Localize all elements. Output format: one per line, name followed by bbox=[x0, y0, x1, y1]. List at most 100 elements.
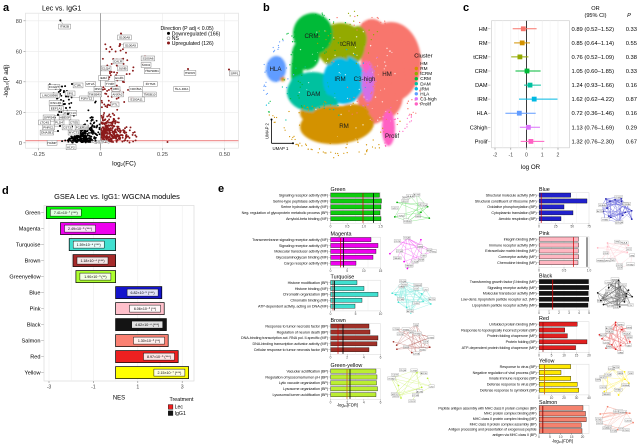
svg-text:0: 0 bbox=[99, 152, 102, 158]
svg-text:Innate immune response (BP): Innate immune response (BP) bbox=[489, 377, 538, 381]
svg-text:HLA-A: HLA-A bbox=[599, 204, 606, 207]
svg-text:HSPA5: HSPA5 bbox=[185, 71, 195, 75]
svg-text:UBC: UBC bbox=[113, 87, 120, 91]
svg-text:HLA: HLA bbox=[477, 111, 488, 117]
svg-text:GRN: GRN bbox=[606, 347, 611, 349]
svg-text:50: 50 bbox=[571, 225, 575, 229]
svg-text:0: 0 bbox=[330, 356, 332, 360]
svg-text:TYMP: TYMP bbox=[106, 82, 115, 86]
svg-text:ITGB2: ITGB2 bbox=[615, 390, 622, 392]
svg-text:SPP1: SPP1 bbox=[604, 260, 610, 262]
svg-text:C3-high: C3-high bbox=[354, 76, 376, 83]
svg-text:tCRM: tCRM bbox=[420, 71, 432, 76]
svg-text:FTH1: FTH1 bbox=[609, 260, 615, 262]
svg-text:MT2A: MT2A bbox=[86, 82, 95, 86]
svg-text:CRM: CRM bbox=[304, 33, 318, 40]
svg-text:VIM: VIM bbox=[615, 242, 619, 244]
svg-text:-3: -3 bbox=[47, 385, 52, 391]
svg-text:LYZ: LYZ bbox=[414, 289, 419, 291]
svg-text:Amyloid-beta binding (MF): Amyloid-beta binding (MF) bbox=[286, 217, 329, 221]
svg-text:Yellow: Yellow bbox=[539, 359, 554, 365]
svg-text:CD9: CD9 bbox=[614, 307, 619, 309]
svg-text:1.59×10⁻⁴ (***): 1.59×10⁻⁴ (***) bbox=[77, 243, 101, 247]
svg-text:10: 10 bbox=[550, 396, 554, 400]
svg-text:P2RY12: P2RY12 bbox=[81, 97, 93, 101]
svg-text:S100A9: S100A9 bbox=[125, 44, 136, 48]
svg-text:1.0: 1.0 bbox=[587, 269, 592, 273]
svg-text:5: 5 bbox=[551, 354, 553, 358]
svg-text:3: 3 bbox=[568, 311, 570, 315]
svg-text:1.13 (0.76–1.69): 1.13 (0.76–1.69) bbox=[572, 125, 615, 131]
svg-text:TREM2: TREM2 bbox=[404, 222, 412, 224]
svg-text:Upregulated (126): Upregulated (126) bbox=[172, 41, 214, 47]
svg-text:0.72 (0.36–1.46): 0.72 (0.36–1.46) bbox=[572, 111, 615, 117]
svg-text:Defense response to virus (BP): Defense response to virus (BP) bbox=[487, 383, 538, 387]
svg-text:LYZ: LYZ bbox=[430, 386, 435, 388]
svg-text:CD74: CD74 bbox=[395, 241, 401, 243]
svg-text:Chromatin organization (BP): Chromatin organization (BP) bbox=[283, 293, 329, 297]
svg-text:20: 20 bbox=[581, 435, 585, 439]
svg-text:C1QA: C1QA bbox=[605, 374, 611, 377]
svg-text:TMSB4X: TMSB4X bbox=[89, 93, 101, 97]
svg-text:CTSB: CTSB bbox=[413, 395, 419, 397]
svg-text:1: 1 bbox=[548, 311, 550, 315]
svg-text:JUNB: JUNB bbox=[118, 67, 126, 71]
svg-text:TLN1: TLN1 bbox=[420, 349, 426, 351]
svg-text:FTL: FTL bbox=[112, 103, 118, 107]
svg-text:GSEA Lec vs. IgG1: WGCNA modul: GSEA Lec vs. IgG1: WGCNA modules bbox=[54, 192, 180, 201]
svg-text:NFKBIA: NFKBIA bbox=[130, 87, 142, 91]
svg-text:CTSB: CTSB bbox=[605, 282, 611, 284]
svg-text:6: 6 bbox=[380, 401, 382, 405]
svg-text:6: 6 bbox=[380, 356, 382, 360]
svg-text:Protein folding (BP): Protein folding (BP) bbox=[506, 340, 538, 344]
svg-text:TLN1: TLN1 bbox=[402, 285, 408, 287]
svg-text:GPR34: GPR34 bbox=[44, 116, 54, 120]
svg-text:DNA-binding transcription act.: DNA-binding transcription act. RNA pol. … bbox=[241, 336, 329, 340]
svg-text:CTSB: CTSB bbox=[398, 299, 404, 301]
svg-text:GRN: GRN bbox=[618, 373, 623, 375]
svg-text:VIM: VIM bbox=[627, 345, 631, 347]
svg-text:ITM2B: ITM2B bbox=[60, 25, 69, 29]
svg-text:TREM2: TREM2 bbox=[603, 394, 611, 396]
svg-text:DNAJB1: DNAJB1 bbox=[41, 131, 53, 135]
svg-text:0.67: 0.67 bbox=[626, 139, 637, 145]
svg-text:5: 5 bbox=[346, 269, 348, 273]
svg-text:Signaling receptor activity (M: Signaling receptor activity (MF) bbox=[279, 193, 329, 197]
svg-text:ACTB: ACTB bbox=[414, 194, 420, 197]
svg-text:IRM: IRM bbox=[420, 86, 429, 91]
svg-text:Greenyellow: Greenyellow bbox=[9, 275, 41, 281]
svg-text:b: b bbox=[263, 2, 270, 14]
svg-text:TREM2: TREM2 bbox=[597, 260, 605, 262]
svg-text:CTSB: CTSB bbox=[428, 337, 434, 339]
svg-text:SPP1: SPP1 bbox=[410, 332, 416, 334]
svg-text:MHC protein complex binding (M: MHC protein complex binding (MF) bbox=[484, 412, 537, 416]
svg-text:HLA-A: HLA-A bbox=[621, 242, 628, 245]
svg-text:CD74: CD74 bbox=[409, 401, 415, 403]
svg-text:TMSB10: TMSB10 bbox=[143, 93, 155, 97]
svg-text:Serine hydrolase activity (MF): Serine hydrolase activity (MF) bbox=[281, 205, 329, 209]
svg-text:FTH1: FTH1 bbox=[430, 251, 436, 253]
svg-text:Chemokine binding (MF): Chemokine binding (MF) bbox=[497, 261, 537, 265]
svg-text:VIM: VIM bbox=[422, 256, 426, 258]
svg-text:HLA-A: HLA-A bbox=[407, 195, 414, 198]
svg-text:Pink: Pink bbox=[539, 231, 550, 237]
svg-text:TMSB4: TMSB4 bbox=[611, 279, 619, 281]
svg-text:0: 0 bbox=[538, 435, 540, 439]
svg-text:1.30×10⁻³ (**): 1.30×10⁻³ (**) bbox=[138, 339, 160, 343]
svg-text:7.41×10⁻⁷ (***): 7.41×10⁻⁷ (***) bbox=[54, 211, 78, 215]
svg-text:1.0: 1.0 bbox=[362, 225, 367, 229]
svg-text:LYZ: LYZ bbox=[627, 249, 632, 251]
svg-text:RM: RM bbox=[479, 41, 488, 47]
svg-text:GRN: GRN bbox=[618, 352, 623, 354]
svg-text:ITGB2: ITGB2 bbox=[627, 264, 634, 266]
svg-text:B2M: B2M bbox=[627, 337, 632, 339]
svg-text:Downregulated (166): Downregulated (166) bbox=[172, 31, 221, 37]
svg-text:NES: NES bbox=[113, 396, 125, 402]
svg-text:HLA-A: HLA-A bbox=[619, 411, 626, 414]
svg-text:Treatment: Treatment bbox=[170, 397, 194, 403]
svg-text:APOE: APOE bbox=[407, 310, 414, 313]
svg-text:40: 40 bbox=[587, 396, 591, 400]
svg-text:IRM: IRM bbox=[334, 76, 345, 83]
svg-text:CTSB: CTSB bbox=[411, 370, 417, 372]
svg-text:TREM2: TREM2 bbox=[414, 285, 422, 287]
